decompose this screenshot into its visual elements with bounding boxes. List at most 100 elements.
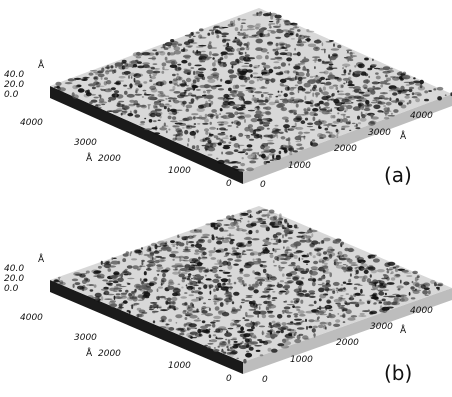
surface-grain xyxy=(386,277,390,281)
surface-grain xyxy=(197,291,203,295)
surface-grain xyxy=(207,75,214,80)
surface-grain xyxy=(220,78,223,82)
surface-grain xyxy=(390,112,393,115)
surface-grain xyxy=(121,71,126,75)
surface-grain xyxy=(253,128,262,132)
surface-grain xyxy=(344,257,351,261)
surface-grain xyxy=(283,284,291,290)
surface-grain xyxy=(290,97,295,99)
surface-grain xyxy=(146,264,154,267)
surface-grain xyxy=(101,67,105,72)
surface-grain xyxy=(212,57,215,60)
surface-grain xyxy=(156,113,160,115)
surface-grain xyxy=(245,311,248,317)
surface-grain xyxy=(225,95,231,100)
surface-grain xyxy=(318,100,324,105)
surface-grain xyxy=(267,134,276,139)
surface-grain xyxy=(250,74,253,78)
surface-grain xyxy=(160,246,169,251)
surface-grain xyxy=(328,131,333,135)
surface-grain xyxy=(161,62,167,67)
surface-grain xyxy=(238,68,247,72)
surface-grain xyxy=(271,299,276,301)
surface-grain xyxy=(274,132,277,137)
surface-grain xyxy=(206,90,211,94)
surface-grain xyxy=(234,27,239,32)
surface-grain xyxy=(170,39,175,43)
surface-grain xyxy=(359,117,367,122)
surface-grain xyxy=(186,307,193,312)
surface-grain xyxy=(110,303,118,308)
surface-grain xyxy=(257,118,263,122)
surface-grain xyxy=(128,103,136,107)
surface-grain xyxy=(339,84,344,89)
surface-grain xyxy=(371,81,380,85)
surface-grain xyxy=(214,114,220,116)
surface-grain xyxy=(161,80,167,85)
surface-grain xyxy=(312,255,316,259)
surface-grain xyxy=(105,70,113,72)
surface-grain xyxy=(311,233,314,238)
surface-grain xyxy=(196,78,200,83)
surface-grain xyxy=(294,247,298,249)
surface-grain xyxy=(204,324,212,327)
surface-grain xyxy=(309,243,316,247)
surface-grain xyxy=(321,275,326,280)
surface-grain xyxy=(124,268,128,271)
surface-grain xyxy=(364,73,369,77)
surface-grain xyxy=(355,270,359,275)
surface-grain xyxy=(168,52,176,56)
surface-grain xyxy=(189,261,196,264)
surface-grain xyxy=(267,155,270,158)
surface-grain xyxy=(346,49,353,51)
surface-grain xyxy=(337,93,346,96)
surface-grain xyxy=(213,315,222,320)
surface-grain xyxy=(303,110,309,115)
surface-grain xyxy=(197,262,203,267)
surface-grain xyxy=(210,222,216,225)
surface-grain xyxy=(169,64,178,68)
surface-grain xyxy=(283,149,288,154)
surface-grain xyxy=(178,273,185,278)
surface-grain xyxy=(250,157,259,160)
surface-grain xyxy=(250,118,258,123)
surface-grain xyxy=(223,224,231,226)
surface-grain xyxy=(292,109,297,113)
surface-grain xyxy=(193,123,197,125)
surface-grain xyxy=(258,28,265,33)
surface-grain xyxy=(174,66,182,72)
surface-grain xyxy=(186,304,190,309)
surface-grain xyxy=(243,100,252,104)
surface-grain xyxy=(306,325,308,330)
surface-grain xyxy=(140,104,146,107)
surface-grain xyxy=(220,121,229,125)
surface-grain xyxy=(334,261,340,266)
surface-grain xyxy=(192,35,196,38)
surface-grain xyxy=(314,103,320,107)
surface-grain xyxy=(124,90,128,95)
surface-grain xyxy=(304,91,311,94)
surface-grain xyxy=(321,267,329,272)
panel-a-left-tick: 1000 xyxy=(168,166,191,176)
surface-grain xyxy=(345,80,348,84)
surface-grain xyxy=(93,75,99,81)
surface-grain xyxy=(306,263,308,265)
surface-grain xyxy=(388,85,397,90)
surface-grain xyxy=(59,280,64,285)
surface-grain xyxy=(357,115,360,120)
surface-grain xyxy=(252,72,259,75)
surface-grain xyxy=(136,268,141,271)
surface-grain xyxy=(118,100,125,103)
surface-grain xyxy=(189,131,197,136)
surface-grain xyxy=(272,260,275,264)
surface-grain xyxy=(283,19,290,23)
surface-grain xyxy=(254,24,261,29)
surface-grain xyxy=(210,85,214,89)
surface-grain xyxy=(255,23,261,26)
surface-grain xyxy=(393,109,399,113)
surface-grain xyxy=(310,275,312,278)
surface-grain xyxy=(323,237,331,242)
surface-grain xyxy=(314,120,323,126)
surface-grain xyxy=(174,263,183,266)
surface-grain xyxy=(296,143,303,147)
